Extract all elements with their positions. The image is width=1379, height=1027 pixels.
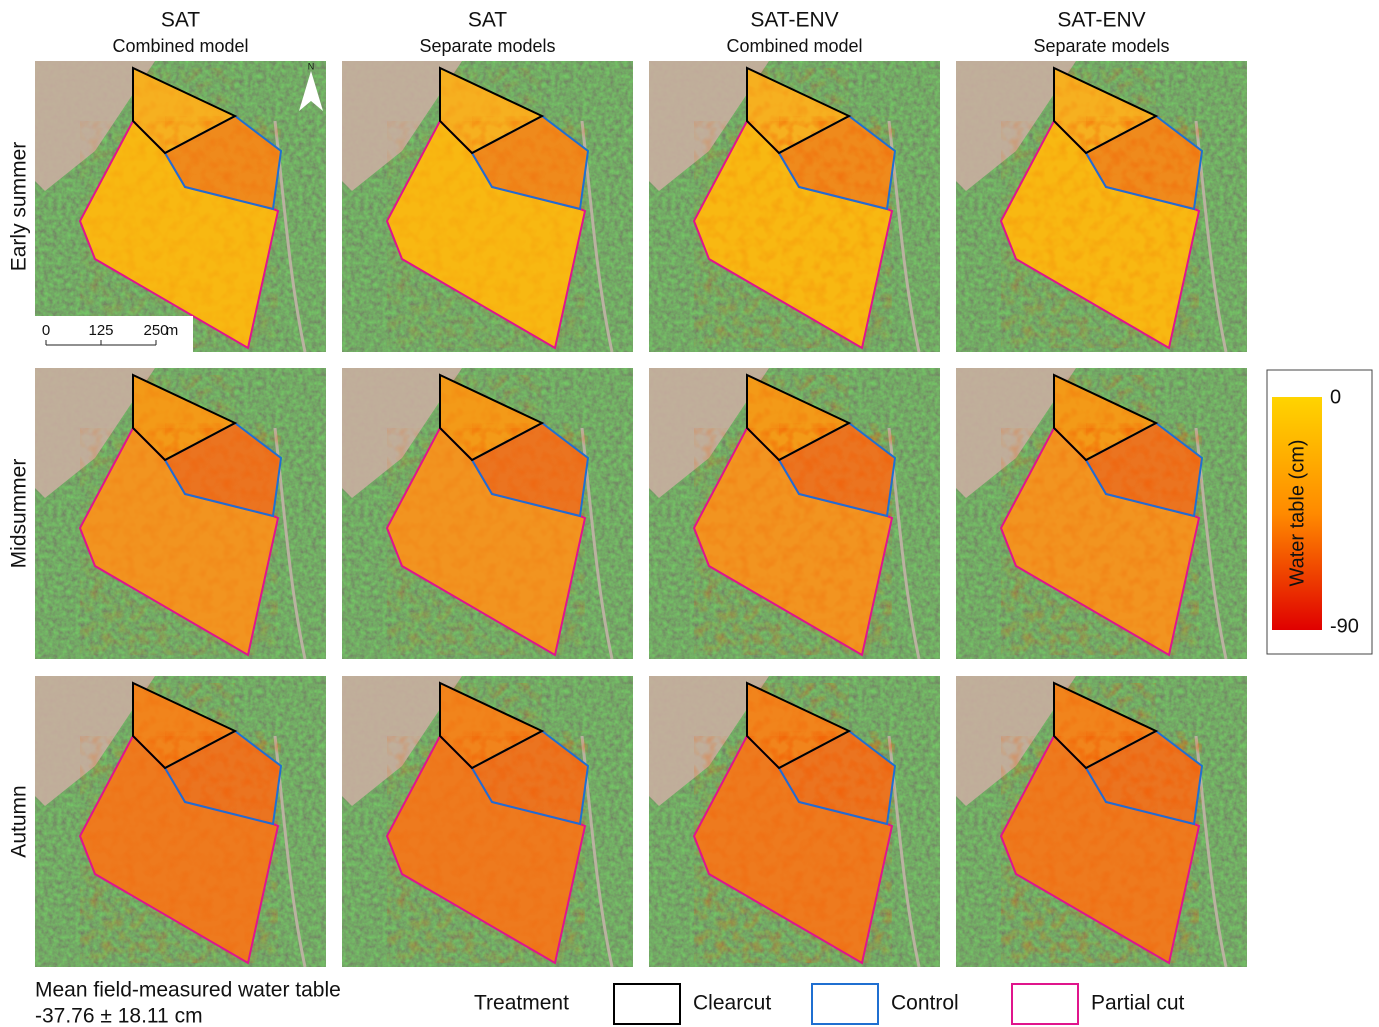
map-image [342, 61, 633, 352]
scale-bar-label: 125 [88, 322, 113, 339]
map-image [956, 368, 1247, 659]
column-title: SAT-ENV [1057, 9, 1145, 32]
column-subtitle: Combined model [112, 36, 248, 56]
map-grid: N 0 125 250m [35, 61, 1247, 967]
row-label: Early summer [8, 142, 31, 272]
map-image [956, 61, 1247, 352]
footnote: Mean field-measured water table [35, 979, 341, 1002]
map-panel [956, 61, 1247, 352]
map-panel [35, 676, 326, 967]
legend-label: Clearcut [693, 992, 771, 1015]
map-panel [956, 676, 1247, 967]
map-image [956, 676, 1247, 967]
map-panel [342, 368, 633, 659]
map-image [35, 676, 326, 967]
map-panel [342, 61, 633, 352]
map-panel [956, 368, 1247, 659]
map-panel [342, 676, 633, 967]
row-label: Autumn [8, 785, 31, 857]
legend-swatch [1012, 984, 1078, 1024]
legend-title: Treatment [474, 992, 569, 1015]
colorbar-title: Water table (cm) [1286, 439, 1308, 586]
map-image [649, 368, 940, 659]
scale-bar-unit: m [166, 322, 179, 339]
map-panel [649, 368, 940, 659]
map-panel: N 0 125 250m [35, 61, 326, 352]
legend-label: Control [891, 992, 959, 1015]
map-image [35, 368, 326, 659]
colorbar-max: 0 [1330, 386, 1341, 408]
column-title: SAT-ENV [750, 9, 838, 32]
map-image [35, 61, 326, 352]
scale-bar-label: 0 [42, 322, 50, 339]
map-panel [649, 61, 940, 352]
legend: Clearcut Control Partial cut [614, 984, 1185, 1024]
map-image [342, 676, 633, 967]
column-subtitle: Separate models [1033, 36, 1169, 56]
row-label: Midsummer [8, 459, 31, 569]
map-image [649, 676, 940, 967]
map-panel [649, 676, 940, 967]
map-image [342, 368, 633, 659]
column-subtitle: Combined model [726, 36, 862, 56]
column-title: SAT [161, 9, 200, 32]
north-label: N [308, 61, 315, 71]
legend-swatch [614, 984, 680, 1024]
column-subtitle: Separate models [419, 36, 555, 56]
colorbar: 0 -90 Water table (cm) [1267, 370, 1372, 654]
scale-bar-label: 250 [143, 322, 168, 339]
map-image [649, 61, 940, 352]
figure: N 0 125 250m 0 -90 Water table (cm) Mean fi… [0, 0, 1379, 1027]
legend-swatch [812, 984, 878, 1024]
colorbar-min: -90 [1330, 615, 1359, 637]
footnote: -37.76 ± 18.11 cm [35, 1005, 203, 1027]
column-title: SAT [468, 9, 507, 32]
map-panel [35, 368, 326, 659]
legend-label: Partial cut [1091, 992, 1185, 1015]
